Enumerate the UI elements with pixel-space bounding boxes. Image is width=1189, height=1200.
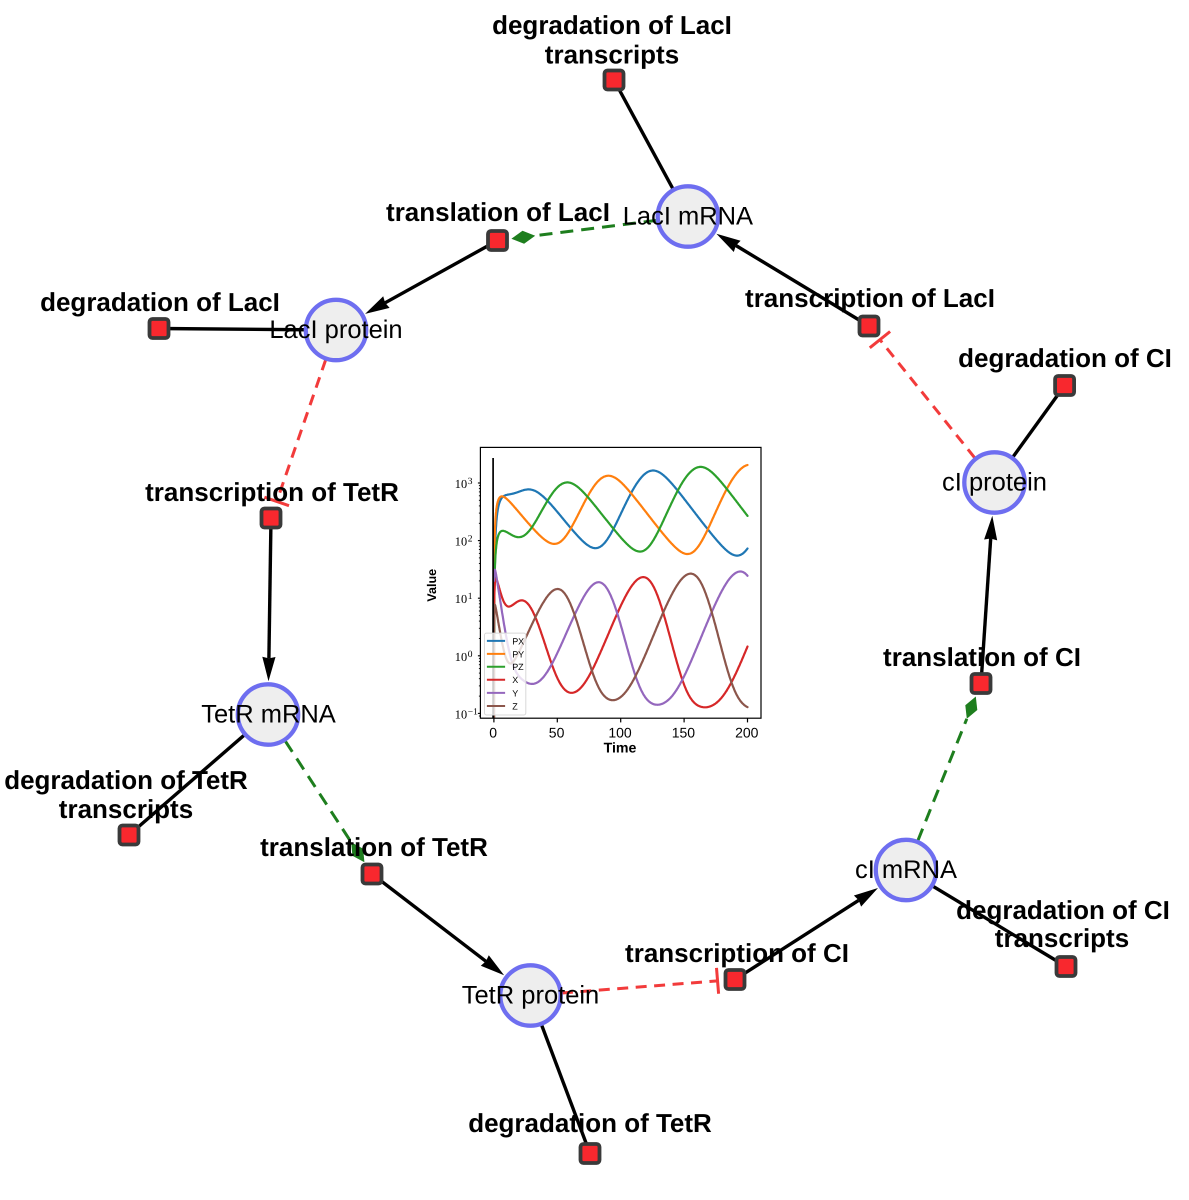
svg-text:−1: −1 (468, 707, 478, 717)
svg-text:LacI protein: LacI protein (269, 316, 402, 344)
svg-text:degradation of LacI: degradation of LacI (492, 10, 732, 40)
svg-text:transcription of TetR: transcription of TetR (145, 477, 399, 507)
svg-text:150: 150 (672, 725, 696, 741)
svg-text:translation of TetR: translation of TetR (260, 832, 488, 862)
svg-text:transcription of CI: transcription of CI (625, 938, 849, 968)
svg-text:degradation of CI: degradation of CI (958, 343, 1172, 373)
svg-text:translation of CI: translation of CI (883, 642, 1081, 672)
svg-text:LacI mRNA: LacI mRNA (623, 203, 753, 231)
svg-text:TetR protein: TetR protein (462, 982, 600, 1010)
svg-text:degradation of CI: degradation of CI (956, 895, 1170, 925)
svg-text:transcripts: transcripts (545, 40, 679, 70)
svg-text:transcripts: transcripts (59, 794, 193, 824)
svg-text:PZ: PZ (512, 662, 524, 672)
svg-text:X: X (512, 675, 518, 685)
svg-text:10: 10 (455, 707, 467, 721)
svg-text:0: 0 (489, 725, 497, 741)
svg-text:degradation of LacI: degradation of LacI (40, 287, 280, 317)
svg-text:200: 200 (735, 725, 759, 741)
svg-text:translation of LacI: translation of LacI (386, 197, 610, 227)
svg-text:TetR mRNA: TetR mRNA (201, 701, 336, 729)
svg-text:Value: Value (425, 569, 439, 602)
svg-text:cI protein: cI protein (942, 469, 1047, 497)
svg-text:PX: PX (512, 636, 524, 646)
svg-text:3: 3 (468, 477, 473, 487)
svg-text:50: 50 (549, 725, 565, 741)
svg-text:Y: Y (512, 688, 518, 698)
svg-text:2: 2 (468, 535, 473, 545)
svg-text:transcription of LacI: transcription of LacI (745, 283, 995, 313)
svg-text:10: 10 (455, 535, 467, 549)
svg-text:10: 10 (455, 477, 467, 491)
svg-text:1: 1 (468, 592, 473, 602)
svg-text:Time: Time (604, 741, 637, 757)
svg-text:transcripts: transcripts (995, 923, 1129, 953)
svg-text:degradation of TetR: degradation of TetR (4, 765, 248, 795)
svg-text:degradation of TetR: degradation of TetR (468, 1108, 712, 1138)
svg-text:cI mRNA: cI mRNA (855, 856, 957, 884)
svg-text:10: 10 (455, 592, 467, 606)
svg-text:100: 100 (608, 725, 632, 741)
svg-text:PY: PY (512, 649, 524, 659)
svg-text:10: 10 (455, 650, 467, 664)
svg-text:Z: Z (512, 701, 518, 711)
svg-text:0: 0 (468, 650, 473, 660)
